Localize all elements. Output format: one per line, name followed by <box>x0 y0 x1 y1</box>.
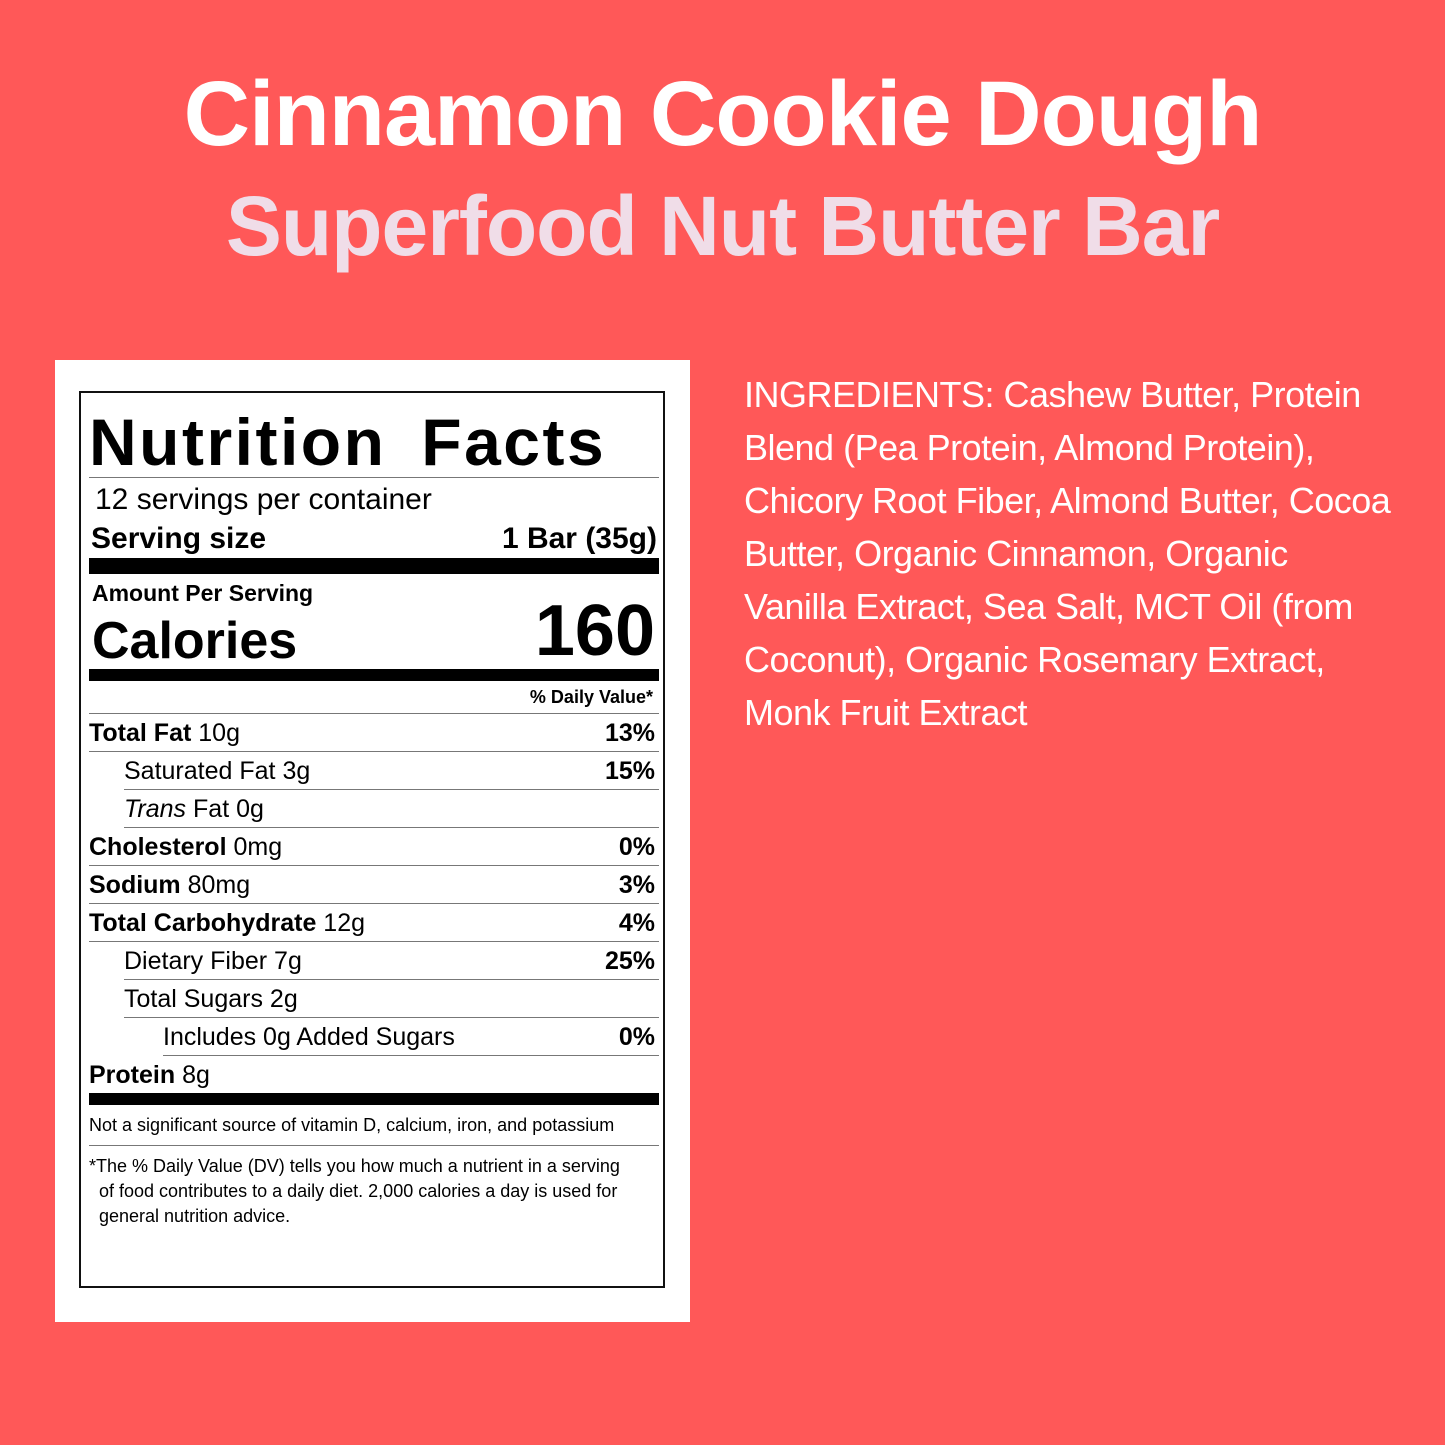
nutrient-name: Cholesterol <box>89 833 227 861</box>
nutrient-amount: 0g <box>236 795 264 823</box>
nutrient-name: Protein <box>89 1061 176 1089</box>
nutrient-name: Total Fat <box>89 719 192 747</box>
nutrient-dv <box>655 980 659 1017</box>
nutrient-name: Includes 0g Added Sugars <box>163 1023 455 1051</box>
nutrient-dv: 0% <box>618 833 655 861</box>
nutrient-name: Fat <box>193 795 230 823</box>
nutrient-name: Dietary Fiber <box>124 947 268 975</box>
nutrient-dv: 15% <box>604 757 655 785</box>
product-subtitle: Superfood Nut Butter Bar <box>225 179 1220 273</box>
nutrient-row-dietary-fiber: Dietary Fiber 7g 25% <box>124 942 659 980</box>
thick-divider <box>89 1093 659 1105</box>
nutrient-amount: 3g <box>282 757 311 785</box>
nutrient-name-italic: Trans <box>124 795 187 823</box>
nutrient-dv <box>655 1056 659 1093</box>
nutrient-name: Saturated Fat <box>124 757 276 785</box>
nutrient-amount: 10g <box>198 719 240 747</box>
nutrition-facts-label: Nutrition Facts 12 servings per containe… <box>79 391 665 1288</box>
nutrient-row-total-sugars: Total Sugars 2g <box>124 980 659 1018</box>
thick-divider <box>89 669 659 681</box>
calories-row: Calories 160 <box>89 593 659 670</box>
daily-value-header: % Daily Value* <box>89 681 659 714</box>
calories-value: 160 <box>534 591 655 671</box>
calories-label: Calories <box>92 612 298 670</box>
nutrient-dv: 13% <box>604 719 655 747</box>
nutrient-row-saturated-fat: Saturated Fat 3g 15% <box>124 752 659 790</box>
thick-divider <box>89 558 659 574</box>
nutrient-amount: 2g <box>269 985 298 1013</box>
nutrient-dv <box>655 790 659 827</box>
nutrient-name: Sodium <box>89 871 181 899</box>
nutrient-dv: 25% <box>604 947 655 975</box>
servings-per-container: 12 servings per container <box>95 483 432 516</box>
serving-size-value: 1 Bar (35g) <box>501 522 657 555</box>
serving-size-label: Serving size <box>91 522 267 555</box>
nutrient-amount: 8g <box>182 1061 210 1089</box>
nutrient-amount: 12g <box>323 909 366 937</box>
daily-value-footnote: *The % Daily Value (DV) tells you how mu… <box>89 1156 620 1226</box>
nutrient-amount: 80mg <box>187 871 251 899</box>
nutrient-dv: 4% <box>618 909 655 937</box>
nutrition-card: Nutrition Facts 12 servings per containe… <box>55 360 690 1322</box>
nutrient-row-added-sugars: Includes 0g Added Sugars 0% <box>163 1018 659 1056</box>
nutrient-dv: 0% <box>618 1023 655 1051</box>
nutrient-row-sodium: Sodium 80mg 3% <box>89 866 659 904</box>
nutrient-row-cholesterol: Cholesterol 0mg 0% <box>89 828 659 866</box>
nutrient-name: Total Sugars <box>124 985 263 1013</box>
nutrient-name: Total Carbohydrate <box>89 909 317 937</box>
nutrient-dv: 3% <box>618 871 655 899</box>
serving-size-row: Serving size 1 Bar (35g) <box>89 522 659 556</box>
nutrition-heading: Nutrition Facts <box>89 405 607 479</box>
vitamin-footnote: Not a significant source of vitamin D, c… <box>89 1105 659 1146</box>
product-title: Cinnamon Cookie Dough <box>183 63 1263 165</box>
nutrient-row-trans-fat: Trans Fat 0g <box>124 790 659 828</box>
nutrient-amount: 7g <box>274 947 302 975</box>
amount-per-serving: Amount Per Serving <box>92 580 314 606</box>
nutrient-row-protein: Protein 8g <box>89 1056 659 1093</box>
divider <box>89 477 659 478</box>
nutrient-row-total-fat: Total Fat 10g 13% <box>89 714 659 752</box>
ingredients-text: INGREDIENTS: Cashew Butter, Protein Blen… <box>744 374 1391 733</box>
nutrient-row-total-carbohydrate: Total Carbohydrate 12g 4% <box>89 904 659 942</box>
nutrient-amount: 0mg <box>233 833 283 861</box>
